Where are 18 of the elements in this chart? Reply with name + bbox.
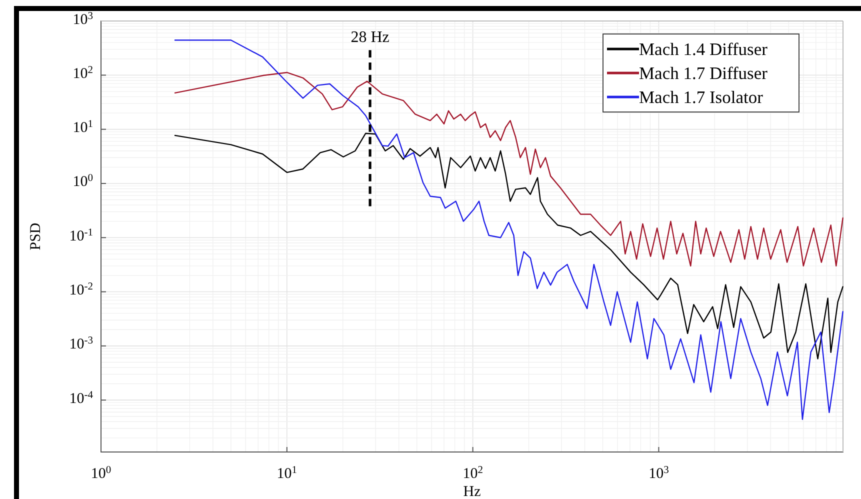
legend-label: Mach 1.7 Diffuser — [639, 63, 768, 84]
y-tick-label: 10$^{-3}$ — [69, 335, 93, 353]
x-tick-label: 10$^{1}$ — [276, 464, 298, 482]
legend-label: Mach 1.7 Isolator — [639, 87, 764, 108]
x-tick-label: 10$^{3}$ — [648, 464, 669, 482]
x-tick-label: 10$^{2}$ — [462, 464, 483, 482]
annotation: 28 Hz — [350, 29, 390, 46]
y-tick-label: 10$^{-2}$ — [69, 281, 93, 299]
y-tick-label: 10$^{2}$ — [72, 64, 93, 82]
y-tick-label: 10$^{-4}$ — [69, 389, 94, 407]
x-tick-label: 10$^{0}$ — [90, 464, 112, 482]
y-axis-title: PSD — [28, 222, 44, 250]
y-tick-label: 10$^{3}$ — [72, 10, 93, 28]
y-tick-label: 10$^{0}$ — [72, 172, 93, 190]
x-axis-title: Hz — [463, 484, 482, 499]
legend-label: Mach 1.4 Diffuser — [639, 39, 768, 60]
y-tick-label: 10$^{-1}$ — [69, 226, 93, 244]
y-tick-label: 10$^{1}$ — [72, 118, 93, 136]
